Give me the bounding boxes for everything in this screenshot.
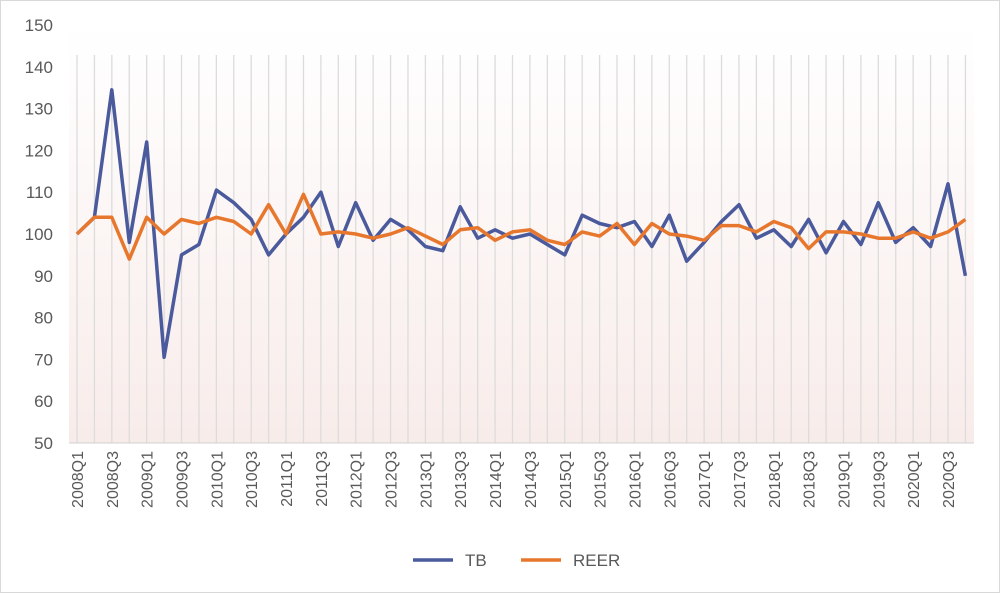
x-tick-label: 2020Q3 bbox=[941, 451, 958, 508]
y-tick-label: 130 bbox=[25, 100, 53, 119]
x-tick-label: 2014Q3 bbox=[523, 451, 540, 508]
x-tick-label: 2015Q1 bbox=[558, 451, 575, 508]
y-tick-label: 150 bbox=[25, 16, 53, 35]
y-tick-label: 100 bbox=[25, 225, 53, 244]
x-tick-label: 2015Q3 bbox=[593, 451, 610, 508]
y-tick-label: 140 bbox=[25, 58, 53, 77]
x-tick-label: 2013Q3 bbox=[453, 451, 470, 508]
x-tick-label: 2016Q1 bbox=[627, 451, 644, 508]
y-tick-label: 120 bbox=[25, 141, 53, 160]
y-tick-label: 60 bbox=[34, 392, 53, 411]
x-tick-label: 2008Q3 bbox=[105, 451, 122, 508]
y-tick-label: 110 bbox=[26, 183, 53, 202]
legend-label-tb: TB bbox=[465, 551, 487, 570]
y-tick-label: 70 bbox=[34, 350, 53, 369]
x-tick-label: 2016Q3 bbox=[662, 451, 679, 508]
x-tick-label: 2009Q3 bbox=[175, 451, 192, 508]
x-tick-label: 2012Q1 bbox=[349, 451, 366, 508]
x-tick-label: 2013Q1 bbox=[418, 451, 435, 508]
x-tick-label: 2018Q1 bbox=[767, 451, 784, 508]
x-tick-label: 2009Q1 bbox=[140, 451, 157, 508]
x-tick-label: 2010Q1 bbox=[209, 451, 226, 508]
y-tick-label: 90 bbox=[34, 267, 53, 286]
x-tick-label: 2010Q3 bbox=[244, 451, 261, 508]
x-tick-label: 2011Q1 bbox=[279, 451, 296, 507]
x-tick-label: 2019Q3 bbox=[871, 451, 888, 508]
x-tick-label: 2020Q1 bbox=[906, 451, 923, 508]
x-tick-label: 2012Q3 bbox=[384, 451, 401, 508]
x-tick-label: 2008Q1 bbox=[70, 451, 87, 508]
x-tick-label: 2017Q1 bbox=[697, 451, 714, 508]
x-tick-label: 2018Q3 bbox=[802, 451, 819, 508]
legend-label-reer: REER bbox=[573, 551, 620, 570]
y-tick-label: 50 bbox=[34, 434, 53, 453]
x-tick-label: 2011Q3 bbox=[314, 451, 331, 507]
y-tick-label: 80 bbox=[34, 309, 53, 328]
x-tick-label: 2019Q1 bbox=[836, 451, 853, 508]
x-tick-label: 2017Q3 bbox=[732, 451, 749, 508]
x-tick-label: 2014Q1 bbox=[488, 451, 505, 508]
